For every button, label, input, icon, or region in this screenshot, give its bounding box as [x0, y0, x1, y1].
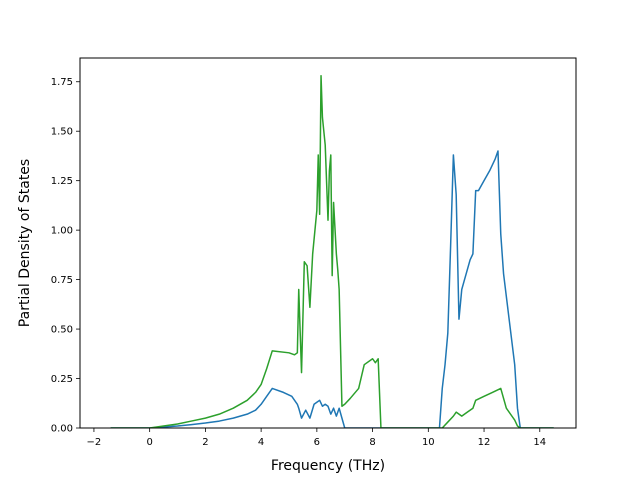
- x-tick-label: 4: [258, 437, 264, 448]
- y-tick-label: 0.00: [51, 424, 73, 435]
- y-tick-label: 0.25: [51, 374, 73, 385]
- plot-frame: [79, 57, 577, 429]
- y-tick-label: 0.75: [51, 275, 73, 286]
- y-tick-label: 1.75: [51, 77, 73, 88]
- x-tick-label: 12: [478, 437, 491, 448]
- x-tick-label: 14: [533, 437, 546, 448]
- x-tick-label: 0: [146, 437, 152, 448]
- y-tick-label: 1.25: [51, 176, 73, 187]
- x-tick-label: 6: [314, 437, 320, 448]
- series-line-1: [110, 150, 554, 428]
- x-tick-label: −2: [87, 437, 102, 448]
- x-tick-label: 8: [369, 437, 375, 448]
- series-layer: [110, 75, 554, 428]
- y-axis-ticks: 0.00 0.25 0.50 0.75 1.00 1.25 1.50 1.75: [51, 77, 80, 435]
- series-line-2: [110, 75, 554, 428]
- x-axis-label: Frequency (THz): [271, 458, 385, 474]
- x-tick-label: 10: [422, 437, 435, 448]
- y-tick-label: 1.50: [51, 127, 73, 138]
- y-tick-label: 0.50: [51, 325, 73, 336]
- y-tick-label: 1.00: [51, 226, 73, 237]
- x-tick-label: 2: [202, 437, 208, 448]
- y-axis-label: Partial Density of States: [17, 159, 33, 327]
- x-axis-ticks: −2 0 2 4 6 8 10 12 14: [87, 428, 546, 448]
